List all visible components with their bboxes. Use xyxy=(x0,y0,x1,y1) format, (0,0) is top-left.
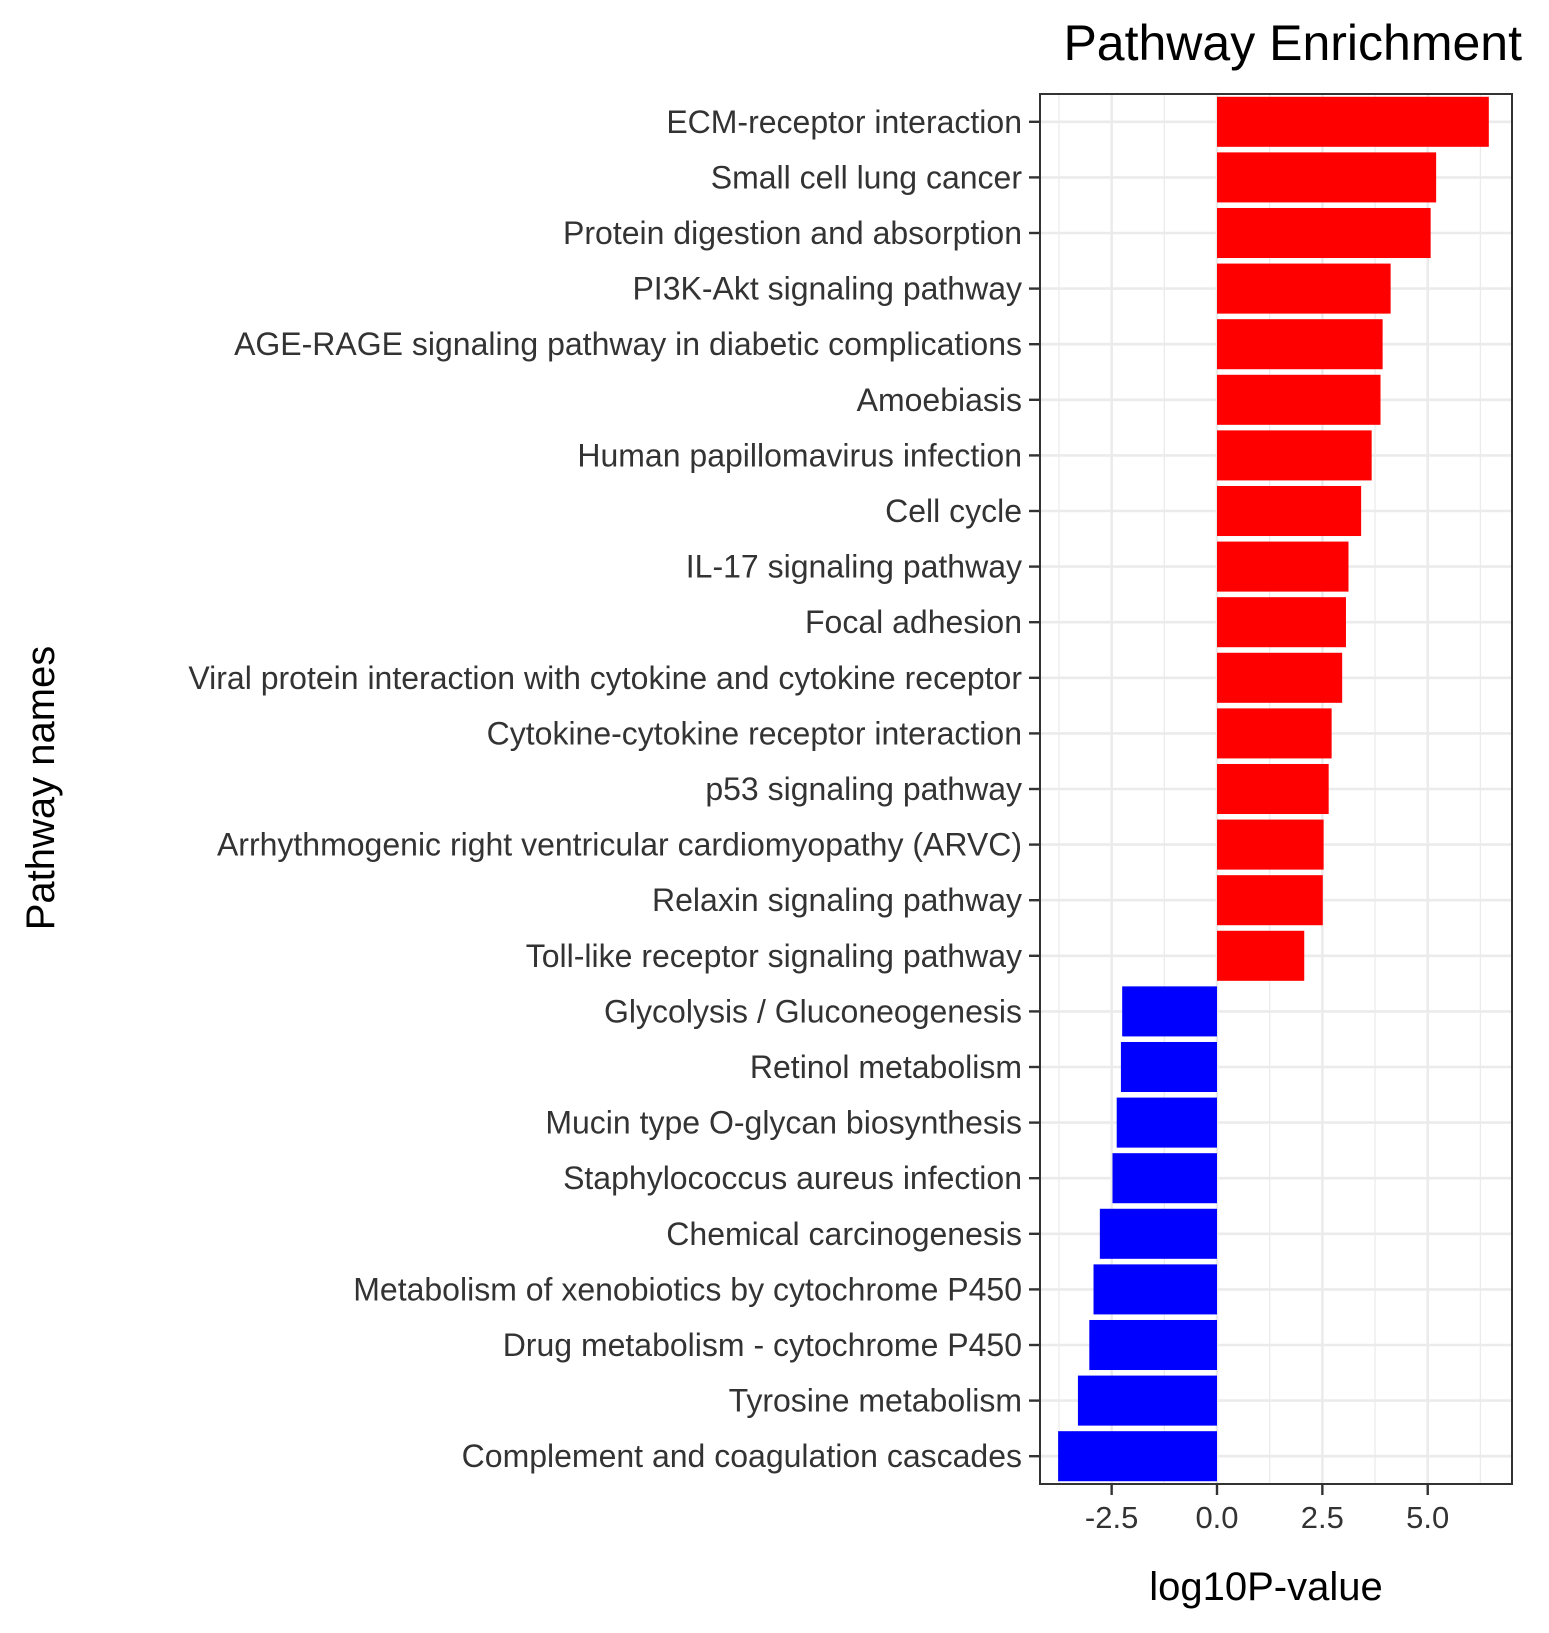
bar xyxy=(1217,819,1324,870)
bar xyxy=(1217,541,1349,592)
x-tick-label: 2.5 xyxy=(1301,1500,1344,1535)
category-label: Retinol metabolism xyxy=(750,1049,1022,1085)
category-label: Cell cycle xyxy=(885,493,1022,529)
category-label: Drug metabolism - cytochrome P450 xyxy=(503,1327,1022,1363)
bar xyxy=(1099,1208,1217,1259)
category-label: Mucin type O-glycan biosynthesis xyxy=(545,1105,1022,1141)
y-axis-title: Pathway names xyxy=(19,646,63,931)
bar xyxy=(1217,485,1362,537)
bar xyxy=(1217,763,1329,815)
category-label: ECM-receptor interaction xyxy=(666,104,1022,140)
category-label: Viral protein interaction with cytokine … xyxy=(188,660,1022,696)
bar xyxy=(1077,1375,1217,1426)
bar xyxy=(1058,1431,1217,1482)
chart-title: Pathway Enrichment xyxy=(1063,15,1522,71)
bar xyxy=(1093,1264,1217,1315)
x-axis: -2.5 0.0 2.5 5.0 xyxy=(1085,1484,1449,1535)
category-label: Protein digestion and absorption xyxy=(563,215,1022,251)
x-axis-title: log10P-value xyxy=(1149,1565,1383,1609)
category-label: Focal adhesion xyxy=(805,604,1022,640)
bar xyxy=(1217,875,1323,926)
y-axis: ECM-receptor interaction Small cell lung … xyxy=(188,104,1040,1474)
bar xyxy=(1217,207,1431,259)
bar xyxy=(1217,96,1489,147)
x-tick-label: 5.0 xyxy=(1406,1500,1449,1535)
category-label: IL-17 signaling pathway xyxy=(686,549,1022,585)
bar xyxy=(1217,708,1332,759)
category-label: Human papillomavirus infection xyxy=(577,437,1022,473)
bar xyxy=(1089,1319,1217,1371)
bar xyxy=(1217,652,1343,703)
category-label: Relaxin signaling pathway xyxy=(652,882,1022,918)
bars xyxy=(1058,96,1489,1482)
bar xyxy=(1116,1097,1217,1148)
category-label: Glycolysis / Gluconeogenesis xyxy=(604,993,1022,1029)
x-tick-label: 0.0 xyxy=(1195,1500,1238,1535)
bar xyxy=(1122,986,1217,1037)
x-tick-label: -2.5 xyxy=(1085,1500,1138,1535)
bar xyxy=(1217,430,1372,481)
category-label: Arrhythmogenic right ventricular cardiom… xyxy=(217,827,1022,863)
bar xyxy=(1217,374,1381,425)
category-label: Staphylococcus aureus infection xyxy=(563,1160,1022,1196)
bar xyxy=(1217,263,1391,314)
bar xyxy=(1120,1041,1217,1093)
category-label: Small cell lung cancer xyxy=(711,159,1023,195)
category-label: Metabolism of xenobiotics by cytochrome … xyxy=(353,1271,1022,1307)
category-label: PI3K-Akt signaling pathway xyxy=(632,271,1022,307)
bar xyxy=(1112,1153,1217,1204)
category-label: Tyrosine metabolism xyxy=(729,1383,1022,1419)
bar xyxy=(1217,597,1346,648)
category-label: Complement and coagulation cascades xyxy=(462,1438,1022,1474)
category-label: p53 signaling pathway xyxy=(705,771,1022,807)
bar xyxy=(1217,930,1305,981)
category-label: Amoebiasis xyxy=(857,382,1022,418)
category-label: Chemical carcinogenesis xyxy=(666,1216,1022,1252)
category-label: AGE-RAGE signaling pathway in diabetic c… xyxy=(234,326,1022,362)
category-label: Toll-like receptor signaling pathway xyxy=(526,938,1022,974)
bar xyxy=(1217,152,1437,203)
category-label: Cytokine-cytokine receptor interaction xyxy=(487,715,1022,751)
bar xyxy=(1217,319,1383,370)
